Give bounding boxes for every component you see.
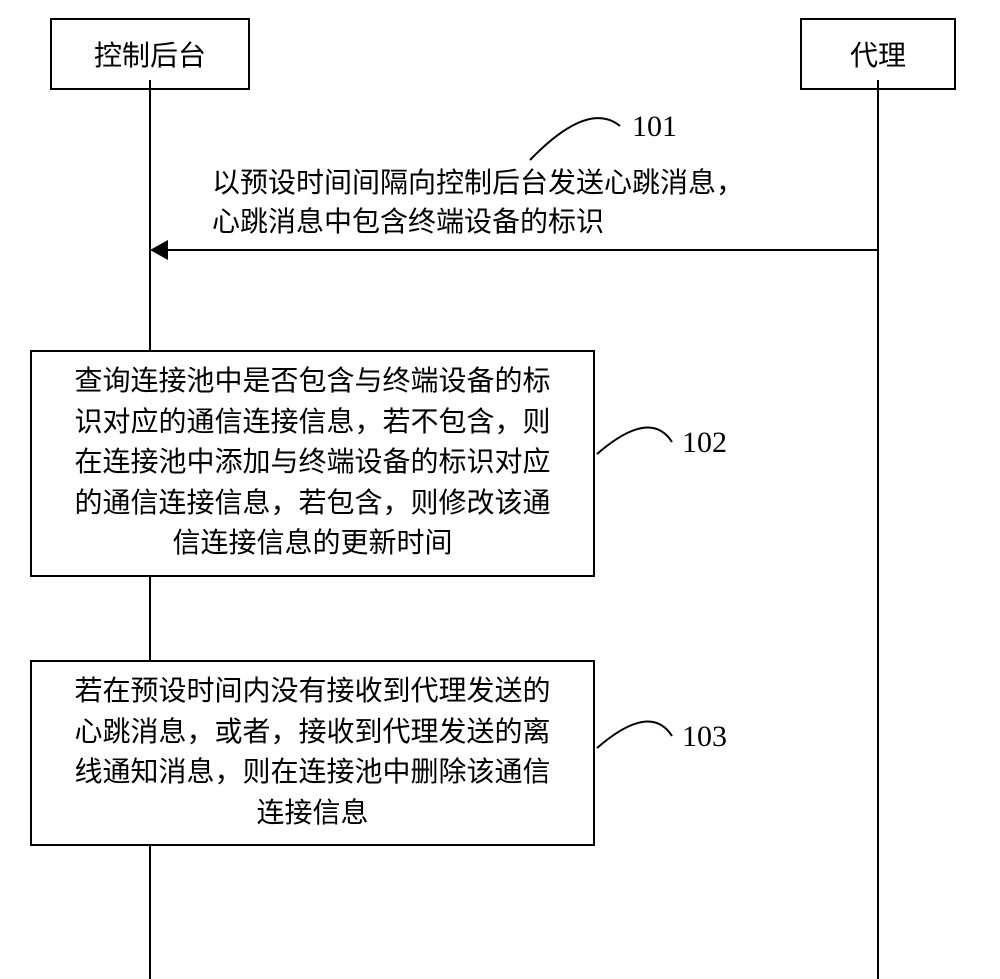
leader-103 [0, 0, 1000, 979]
label-103: 103 [682, 720, 727, 754]
